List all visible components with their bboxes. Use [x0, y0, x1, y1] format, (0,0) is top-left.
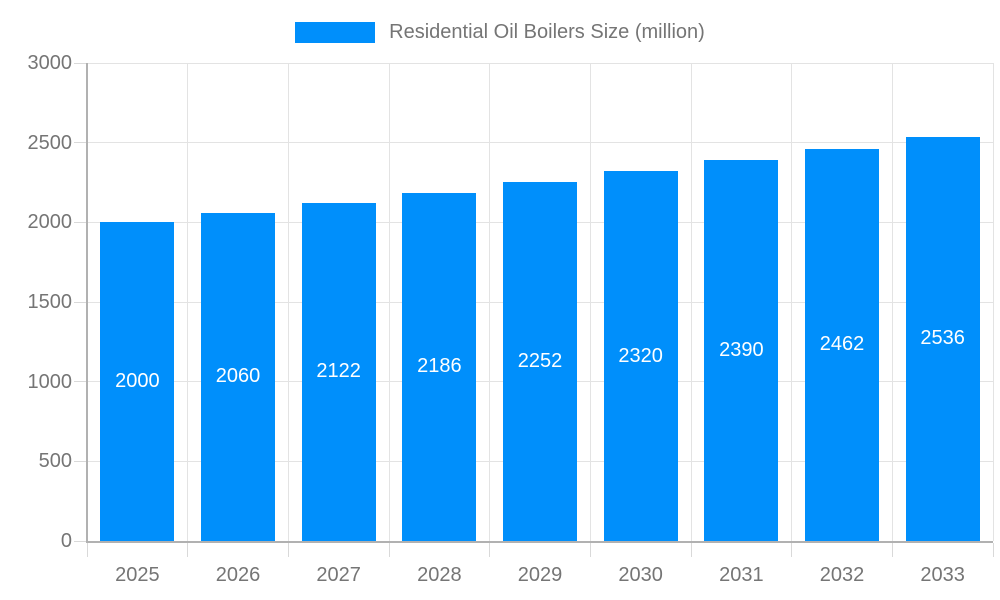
legend-swatch-icon: [295, 21, 376, 43]
bar-value-label: 2462: [819, 333, 865, 356]
bar: 2320: [603, 171, 678, 541]
y-axis-tick: [74, 62, 87, 64]
y-axis-tick: [74, 301, 87, 303]
v-gridline: [992, 63, 994, 541]
bar-value-label: 2186: [417, 355, 462, 378]
h-gridline: [87, 62, 993, 64]
x-tick-label: 2029: [517, 564, 563, 586]
bar-value-label: 2060: [215, 365, 261, 388]
y-axis-tick: [74, 221, 87, 223]
bar: 2462: [805, 148, 879, 541]
v-gridline: [589, 63, 591, 541]
x-axis-tick: [791, 543, 793, 557]
bar: 2060: [201, 212, 275, 541]
x-axis-tick: [489, 543, 491, 557]
chart-legend[interactable]: Residential Oil Boilers Size (million): [0, 20, 1000, 44]
v-gridline: [891, 63, 893, 541]
h-gridline: [87, 142, 993, 144]
y-axis-tick: [74, 460, 87, 462]
y-tick-label: 500: [38, 450, 72, 473]
x-axis-line: [87, 541, 993, 543]
bar: 2390: [704, 160, 779, 541]
bar: 2252: [503, 182, 577, 541]
x-axis-tick: [86, 543, 88, 557]
y-axis-tick: [74, 142, 87, 144]
x-tick-label: 2028: [417, 564, 462, 586]
y-tick-label: 2500: [27, 131, 73, 154]
bar: 2122: [301, 202, 376, 541]
v-gridline: [388, 63, 390, 541]
y-axis-tick: [74, 381, 87, 383]
y-tick-label: 1500: [27, 291, 73, 313]
x-tick-label: 2031: [719, 564, 764, 586]
x-tick-label: 2025: [115, 564, 160, 586]
x-axis-tick: [388, 543, 390, 557]
y-axis-tick: [74, 540, 87, 542]
x-tick-label: 2026: [215, 564, 261, 586]
v-gridline: [187, 63, 189, 541]
bar-value-label: 2536: [920, 327, 965, 350]
y-tick-label: 2000: [27, 211, 73, 234]
x-axis-tick: [187, 543, 189, 557]
y-tick-label: 0: [60, 530, 72, 552]
bar-value-label: 2252: [517, 350, 563, 373]
v-gridline: [791, 63, 793, 541]
bar-value-label: 2122: [316, 360, 361, 383]
x-tick-label: 2027: [316, 564, 361, 586]
x-axis-tick: [992, 543, 994, 557]
y-tick-label: 3000: [27, 52, 73, 74]
x-axis-tick: [589, 543, 591, 557]
bar-value-label: 2320: [618, 344, 663, 367]
v-gridline: [489, 63, 491, 541]
v-gridline: [287, 63, 289, 541]
bar-value-label: 2000: [115, 370, 160, 393]
x-tick-label: 2032: [819, 564, 865, 586]
x-axis-tick: [891, 543, 893, 557]
x-tick-label: 2030: [618, 564, 663, 586]
bar-value-label: 2390: [719, 339, 764, 362]
x-tick-label: 2033: [920, 564, 965, 586]
y-axis-line: [86, 63, 88, 543]
bar: 2000: [100, 222, 175, 541]
legend-label: Residential Oil Boilers Size (million): [389, 21, 705, 43]
x-axis-tick: [287, 543, 289, 557]
y-tick-label: 1000: [27, 370, 73, 393]
v-gridline: [690, 63, 692, 541]
bar: 2186: [402, 192, 477, 541]
bar: 2536: [905, 136, 980, 541]
x-axis-tick: [690, 543, 692, 557]
